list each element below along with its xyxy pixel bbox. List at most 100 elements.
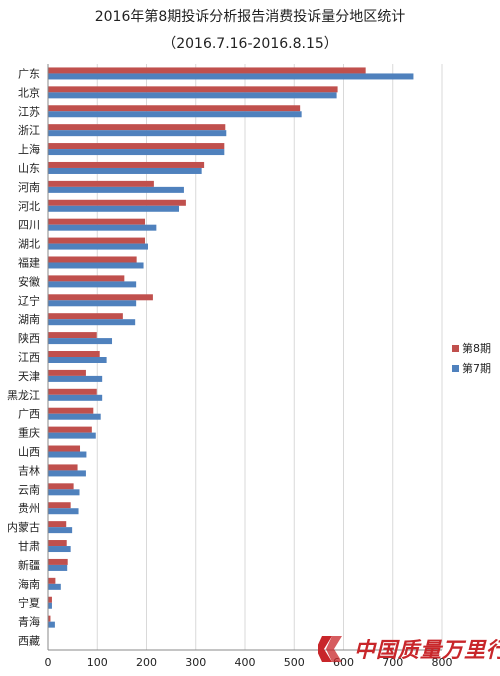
bar-series8 xyxy=(48,67,366,74)
category-label: 广西 xyxy=(18,408,40,421)
x-tick-label: 100 xyxy=(87,656,108,669)
bar-series8 xyxy=(48,577,56,584)
bar-series7 xyxy=(48,564,68,571)
bar-series8 xyxy=(48,369,86,376)
bar-series8 xyxy=(48,483,74,490)
bar-series7 xyxy=(48,111,302,118)
bar-series8 xyxy=(48,86,338,93)
category-label: 内蒙古 xyxy=(7,520,40,534)
category-label: 天津 xyxy=(18,370,40,383)
bar-series8 xyxy=(48,445,81,452)
bar-series7 xyxy=(48,602,52,609)
bar-series8 xyxy=(48,313,123,320)
bar-series7 xyxy=(48,300,137,307)
bar-series8 xyxy=(48,161,205,168)
bar-series7 xyxy=(48,186,184,193)
bar-series8 xyxy=(48,521,67,528)
bar-series8 xyxy=(48,558,68,565)
category-label: 云南 xyxy=(18,483,40,496)
bar-series7 xyxy=(48,224,157,231)
bar-series7 xyxy=(48,470,86,477)
category-label: 广东 xyxy=(18,67,40,80)
x-tick-label: 500 xyxy=(284,656,305,669)
bar-series8 xyxy=(48,237,146,244)
category-label: 河北 xyxy=(18,200,40,213)
bar-series8 xyxy=(48,540,67,547)
bar-series8 xyxy=(48,407,94,414)
category-label: 福建 xyxy=(18,255,40,269)
category-label: 宁夏 xyxy=(18,596,40,610)
bar-series8 xyxy=(48,351,100,357)
x-tick-label: 800 xyxy=(432,656,453,669)
bar-series7 xyxy=(48,489,80,496)
category-label: 浙江 xyxy=(18,124,40,137)
logo-text: 中国质量万里行 xyxy=(354,637,500,662)
bar-series8 xyxy=(48,502,71,509)
bar-series7 xyxy=(48,621,55,628)
x-tick-label: 700 xyxy=(382,656,403,669)
category-label: 甘肃 xyxy=(18,540,40,553)
bar-series7 xyxy=(48,73,414,80)
category-label: 新疆 xyxy=(18,558,40,572)
bar-series7 xyxy=(48,262,144,269)
x-tick-label: 200 xyxy=(136,656,157,669)
category-label: 山西 xyxy=(18,446,40,459)
category-label: 湖北 xyxy=(18,238,40,251)
bar-series7 xyxy=(48,319,136,326)
bar-series7 xyxy=(48,546,71,553)
bar-series8 xyxy=(48,218,146,225)
chart-title: 2016年第8期投诉分析报告消费投诉量分地区统计 xyxy=(94,9,406,25)
category-label: 四川 xyxy=(18,219,40,232)
bar-series7 xyxy=(48,583,61,590)
x-tick-label: 300 xyxy=(185,656,206,669)
bar-series8 xyxy=(48,124,226,131)
category-label: 吉林 xyxy=(18,463,40,477)
bar-series7 xyxy=(48,357,107,363)
bar-series7 xyxy=(48,375,103,382)
bar-series8 xyxy=(48,426,92,433)
bar-series8 xyxy=(48,180,154,187)
category-label: 陕西 xyxy=(18,331,40,345)
bar-series8 xyxy=(48,615,51,622)
bar-series8 xyxy=(48,332,97,339)
category-label: 海南 xyxy=(18,577,40,591)
legend-swatch xyxy=(452,345,459,352)
bar-series7 xyxy=(48,281,137,288)
bar-series7 xyxy=(48,451,87,458)
x-tick-label: 0 xyxy=(45,656,52,669)
bar-series8 xyxy=(48,294,153,301)
bar-series8 xyxy=(48,464,78,471)
category-label: 江苏 xyxy=(18,105,40,118)
category-label: 西藏 xyxy=(18,635,40,648)
bar-series7 xyxy=(48,205,180,212)
category-label: 黑龙江 xyxy=(7,389,40,402)
bar-series7 xyxy=(48,167,202,174)
bar-series8 xyxy=(48,143,225,150)
legend-label: 第8期 xyxy=(462,341,491,355)
category-label: 上海 xyxy=(18,142,40,156)
category-label: 重庆 xyxy=(18,426,40,440)
bar-series8 xyxy=(48,388,97,395)
category-label: 贵州 xyxy=(18,502,40,515)
category-label: 北京 xyxy=(18,85,40,99)
category-label: 安徽 xyxy=(18,274,40,288)
x-tick-label: 400 xyxy=(235,656,256,669)
bar-series8 xyxy=(48,596,52,603)
bar-series7 xyxy=(48,508,79,515)
bar-series8 xyxy=(48,105,301,112)
category-label: 山东 xyxy=(18,162,40,175)
bar-series8 xyxy=(48,199,186,206)
category-label: 河南 xyxy=(18,181,40,194)
bar-series7 xyxy=(48,432,96,439)
category-label: 湖南 xyxy=(18,313,40,326)
bar-series7 xyxy=(48,413,101,420)
bar-series8 xyxy=(48,256,137,263)
category-label: 江西 xyxy=(18,351,40,364)
legend-label: 第7期 xyxy=(462,361,491,375)
bar-series7 xyxy=(48,394,103,401)
bar-series7 xyxy=(48,527,73,534)
legend-swatch xyxy=(452,365,459,372)
bar-series7 xyxy=(48,338,113,345)
bar-series7 xyxy=(48,92,337,99)
